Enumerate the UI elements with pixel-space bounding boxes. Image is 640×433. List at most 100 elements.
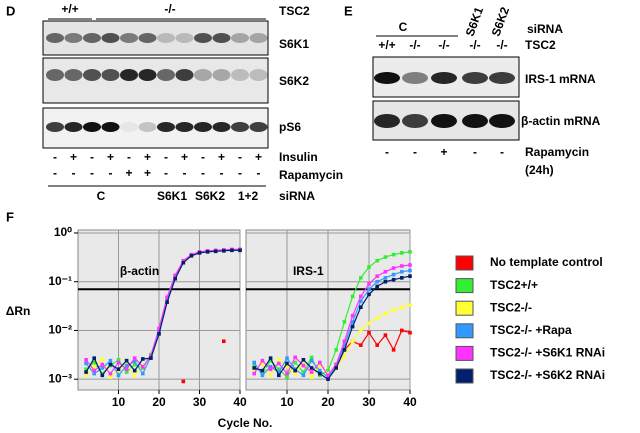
legend-swatch	[455, 278, 474, 294]
legend-label: No template control	[490, 255, 603, 269]
marker	[205, 250, 210, 254]
marker	[285, 356, 289, 360]
band	[120, 122, 138, 132]
marker	[141, 357, 145, 361]
marker	[92, 368, 96, 373]
marker	[100, 357, 105, 361]
legend-label: TSC2+/+	[490, 278, 538, 292]
insulin-sign: -	[127, 150, 131, 164]
marker	[318, 363, 322, 368]
marker	[124, 367, 129, 372]
marker	[84, 373, 88, 378]
band	[402, 114, 428, 128]
marker	[268, 356, 273, 360]
band	[64, 33, 83, 43]
marker	[375, 284, 379, 289]
band	[46, 122, 64, 132]
marker	[260, 358, 265, 363]
insulin-sign: +	[70, 150, 77, 164]
marker	[285, 375, 289, 379]
row-label: Rapamycin	[525, 145, 589, 159]
band	[83, 122, 101, 132]
panel-label: F	[6, 209, 14, 224]
marker	[100, 362, 105, 367]
sirna-group: C	[399, 20, 408, 34]
row-label: Rapamycin	[279, 168, 343, 182]
marker	[359, 294, 363, 299]
insulin-sign: +	[107, 150, 114, 164]
marker	[334, 362, 338, 367]
marker	[309, 355, 314, 360]
band	[101, 122, 120, 132]
marker	[391, 266, 396, 270]
band	[157, 122, 175, 132]
marker	[132, 356, 137, 360]
marker	[124, 363, 129, 368]
rapamycin-sign: -	[257, 166, 261, 180]
rapamycin-sign: -	[109, 166, 113, 180]
x-tick-label: 10	[112, 395, 126, 409]
band	[175, 122, 194, 132]
marker	[100, 366, 105, 370]
band	[489, 114, 515, 128]
marker	[181, 258, 186, 263]
rapamycin-sign: -	[238, 166, 242, 180]
marker	[252, 366, 256, 370]
marker	[391, 348, 396, 352]
marker	[108, 362, 113, 367]
rapamycin-sign: -	[500, 145, 504, 159]
marker	[318, 368, 322, 373]
marker	[301, 370, 306, 374]
marker	[383, 255, 388, 259]
marker	[165, 298, 169, 302]
band	[212, 122, 231, 132]
marker	[367, 292, 371, 297]
marker	[230, 248, 234, 253]
marker	[383, 311, 388, 316]
marker	[84, 361, 88, 366]
genotype: -/-	[409, 38, 420, 52]
rapamycin-sign: +	[125, 166, 132, 180]
marker	[132, 368, 137, 373]
insulin-sign: +	[218, 150, 225, 164]
marker	[359, 328, 363, 333]
marker	[350, 320, 355, 324]
marker	[408, 263, 412, 267]
marker	[375, 279, 379, 284]
marker	[301, 373, 306, 378]
marker	[350, 324, 355, 329]
blot-label: S6K1	[279, 37, 309, 51]
band	[212, 33, 231, 43]
x-tick-label: 30	[362, 395, 376, 409]
marker	[165, 300, 169, 304]
marker	[92, 364, 96, 369]
genotype: -/-	[496, 38, 507, 52]
marker	[326, 373, 330, 378]
legend-swatch	[455, 323, 474, 339]
marker	[400, 269, 404, 274]
row-label: Insulin	[279, 150, 318, 164]
marker	[391, 308, 396, 313]
marker	[181, 260, 186, 265]
band	[175, 33, 194, 43]
marker	[92, 356, 96, 360]
marker	[326, 377, 330, 381]
marker	[277, 357, 281, 361]
band	[157, 33, 175, 43]
marker	[391, 272, 396, 277]
legend-swatch	[455, 300, 474, 316]
marker	[173, 273, 177, 278]
y-tick-label: 10⁻²	[48, 323, 72, 337]
x-tick-label: 40	[233, 395, 247, 409]
marker	[359, 305, 363, 309]
band	[194, 33, 212, 43]
band	[101, 33, 120, 43]
marker	[165, 295, 169, 300]
marker	[132, 362, 137, 367]
insulin-sign: -	[164, 150, 168, 164]
rapamycin-sign: -	[473, 145, 477, 159]
band	[462, 114, 488, 128]
insulin-sign: +	[255, 150, 262, 164]
marker	[391, 277, 396, 282]
band	[249, 69, 268, 81]
